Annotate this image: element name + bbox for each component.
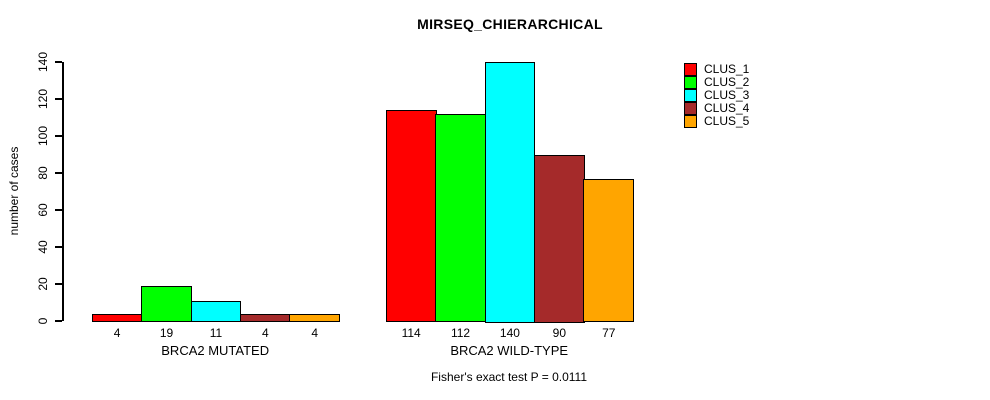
y-tick-label: 120 [36, 88, 50, 110]
y-tick-mark [55, 172, 62, 174]
legend-label: CLUS_1 [704, 62, 750, 76]
bar-value-label: 4 [311, 326, 319, 340]
chart-title: MIRSEQ_CHIERARCHICAL [417, 16, 603, 32]
y-tick-mark [55, 209, 62, 211]
bar-clus_2-wild-type [435, 113, 486, 323]
bar-value-label: 112 [450, 326, 471, 340]
bar-value-label: 4 [262, 326, 269, 340]
bar-clus_5-wild-type [583, 178, 635, 323]
legend-swatch-icon [684, 115, 697, 128]
bar-value-label: 90 [552, 326, 567, 340]
bar-clus_2-mutated [141, 285, 192, 323]
legend-item-clus_4: CLUS_4 [684, 102, 749, 115]
legend-swatch-icon [684, 89, 697, 102]
y-tick-label: 40 [36, 240, 50, 254]
y-tick-label: 140 [36, 51, 50, 73]
y-tick-mark [55, 246, 62, 248]
y-tick-label: 100 [36, 125, 50, 147]
y-tick-mark [55, 61, 62, 63]
bar-clus_1-wild-type [385, 110, 437, 323]
y-axis-line [62, 61, 64, 321]
legend-swatch-icon [684, 76, 697, 89]
bar-value-label: 19 [159, 326, 174, 340]
y-axis-label: number of cases [7, 146, 21, 236]
bar-clus_1-mutated [91, 313, 143, 323]
bar-value-label: 4 [113, 326, 121, 340]
y-tick-mark [55, 320, 62, 322]
legend-swatch-icon [684, 102, 697, 115]
group-label-brca2-wild-type: BRCA2 WILD-TYPE [450, 343, 569, 358]
bar-clus_3-wild-type [484, 62, 536, 323]
legend-label: CLUS_3 [704, 88, 750, 102]
legend-item-clus_1: CLUS_1 [684, 63, 749, 76]
bar-value-label: 140 [499, 326, 520, 340]
y-tick-label: 20 [36, 277, 50, 291]
y-tick-mark [55, 98, 62, 100]
y-tick-mark [55, 135, 62, 137]
group-label-brca2-mutated: BRCA2 MUTATED [161, 343, 270, 358]
legend-label: CLUS_4 [704, 101, 750, 115]
y-tick-label: 60 [36, 203, 50, 217]
legend-label: CLUS_2 [704, 75, 750, 89]
bar-clus_3-mutated [190, 300, 242, 323]
y-tick-label: 0 [36, 317, 50, 325]
bar-value-label: 114 [401, 326, 421, 340]
bar-value-label: 77 [602, 326, 616, 340]
bar-clus_4-wild-type [533, 154, 585, 323]
bar-value-label: 11 [209, 326, 223, 340]
bar-clus_5-mutated [289, 313, 341, 323]
legend-item-clus_5: CLUS_5 [684, 115, 749, 128]
legend-item-clus_2: CLUS_2 [684, 76, 749, 89]
y-tick-mark [55, 283, 62, 285]
subtitle-annotation: Fisher's exact test P = 0.0111 [430, 370, 588, 384]
legend: CLUS_1 CLUS_2 CLUS_3 CLUS_4 CLUS_5 [684, 63, 749, 128]
y-tick-label: 80 [36, 166, 50, 180]
legend-item-clus_3: CLUS_3 [684, 89, 749, 102]
bar-clus_4-mutated [239, 313, 291, 323]
legend-swatch-icon [684, 63, 697, 76]
legend-label: CLUS_5 [704, 114, 750, 128]
